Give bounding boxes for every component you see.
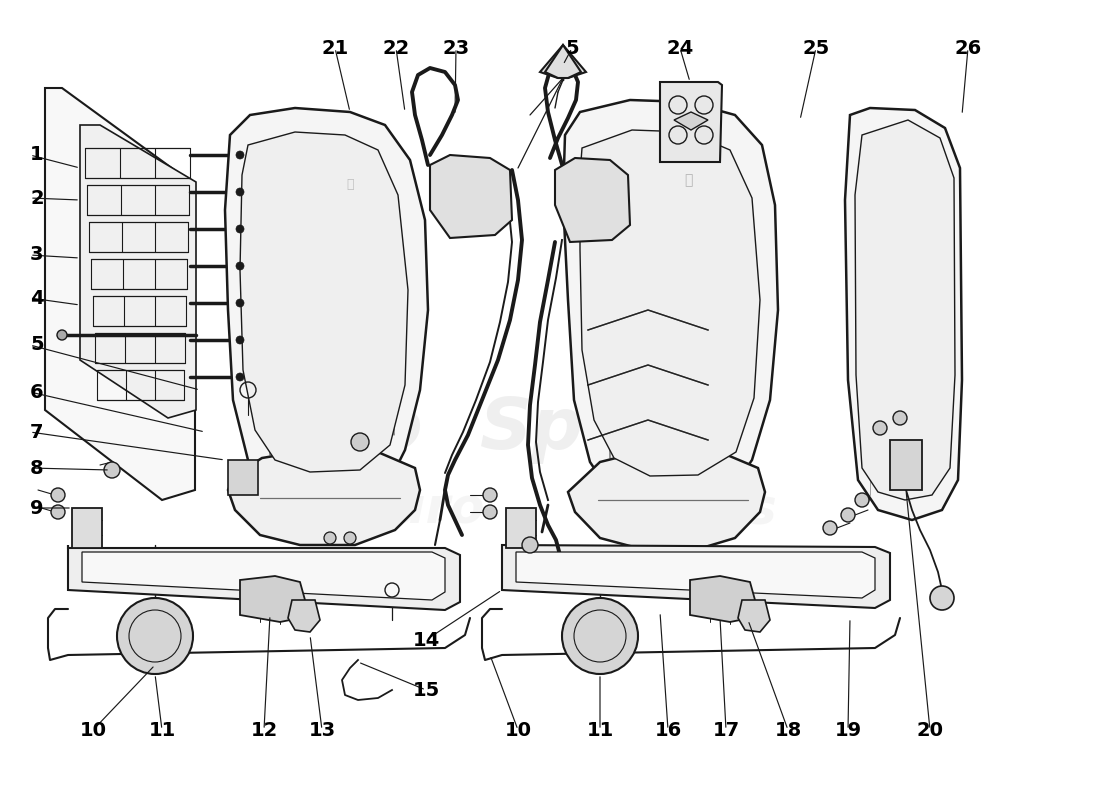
Text: 6: 6 [30,382,44,402]
Polygon shape [568,450,764,550]
Text: 5: 5 [30,335,44,354]
Text: 10: 10 [505,721,531,739]
Text: 🐂: 🐂 [346,178,354,191]
Circle shape [522,537,538,553]
Polygon shape [738,600,770,632]
Text: 19: 19 [835,721,861,739]
Circle shape [893,411,907,425]
Circle shape [57,330,67,340]
Polygon shape [544,45,581,78]
Text: 13: 13 [308,721,336,739]
Polygon shape [226,108,428,505]
Circle shape [51,505,65,519]
Circle shape [344,532,356,544]
Circle shape [930,586,954,610]
Polygon shape [72,508,102,548]
Circle shape [117,598,192,674]
Circle shape [236,299,244,307]
Text: 7: 7 [30,422,44,442]
Circle shape [873,421,887,435]
Polygon shape [502,545,890,608]
Text: 22: 22 [383,38,409,58]
Circle shape [236,225,244,233]
Text: 12: 12 [251,721,277,739]
Circle shape [483,505,497,519]
Circle shape [236,188,244,196]
Circle shape [351,433,369,451]
Polygon shape [45,88,195,500]
Text: 14: 14 [412,630,440,650]
Polygon shape [674,112,708,130]
Bar [228,460,258,495]
Circle shape [236,262,244,270]
Polygon shape [288,600,320,632]
Circle shape [483,488,497,502]
Text: 24: 24 [667,38,694,58]
Polygon shape [516,552,874,598]
Text: 🐂: 🐂 [684,173,692,187]
Text: 15: 15 [412,681,440,699]
Text: 5: 5 [565,38,579,58]
Polygon shape [690,576,755,622]
Text: 2: 2 [30,189,44,207]
Text: 4: 4 [30,289,44,307]
Text: euro: euro [355,486,484,534]
Circle shape [51,488,65,502]
Circle shape [236,373,244,381]
Polygon shape [430,155,512,238]
Bar [890,440,922,490]
Polygon shape [855,120,955,500]
Text: 11: 11 [586,721,614,739]
Text: 26: 26 [955,38,981,58]
Text: 23: 23 [442,38,470,58]
Polygon shape [240,132,408,472]
Text: Spares: Spares [583,486,777,534]
Polygon shape [228,450,420,545]
Polygon shape [563,100,778,510]
Circle shape [842,508,855,522]
Text: 16: 16 [654,721,682,739]
Text: 9: 9 [30,498,44,518]
Text: Spares: Spares [480,395,760,465]
Text: 11: 11 [148,721,176,739]
Polygon shape [82,552,446,600]
Text: 3: 3 [30,246,44,265]
Circle shape [104,462,120,478]
Polygon shape [556,158,630,242]
Text: 17: 17 [713,721,739,739]
Polygon shape [660,82,722,162]
Polygon shape [506,508,536,548]
Polygon shape [580,130,760,476]
Text: 18: 18 [774,721,802,739]
Polygon shape [68,545,460,610]
Circle shape [324,532,336,544]
Polygon shape [845,108,962,520]
Text: 20: 20 [916,721,944,739]
Text: 8: 8 [30,458,44,478]
Text: 25: 25 [802,38,829,58]
Text: 1: 1 [30,146,44,165]
Circle shape [823,521,837,535]
Circle shape [236,336,244,344]
Text: 21: 21 [321,38,349,58]
Text: euro: euro [238,395,422,465]
Circle shape [562,598,638,674]
Polygon shape [540,45,586,78]
Text: 10: 10 [79,721,107,739]
Circle shape [855,493,869,507]
Circle shape [236,151,244,159]
Polygon shape [80,125,196,418]
Polygon shape [240,576,305,622]
